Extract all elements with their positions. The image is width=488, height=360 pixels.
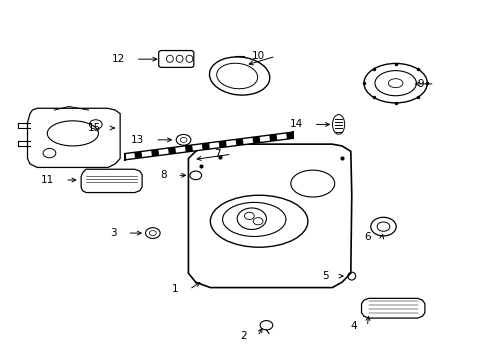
Text: 6: 6 — [364, 232, 370, 242]
Text: 5: 5 — [321, 271, 328, 281]
Text: 12: 12 — [112, 54, 125, 64]
Text: 7: 7 — [214, 149, 221, 159]
Text: 11: 11 — [41, 175, 54, 185]
Text: 8: 8 — [160, 170, 166, 180]
Text: 3: 3 — [110, 228, 117, 238]
Text: 15: 15 — [87, 123, 101, 133]
Text: 1: 1 — [172, 284, 178, 294]
Text: 9: 9 — [416, 79, 423, 89]
Text: 2: 2 — [240, 331, 246, 341]
Text: 10: 10 — [251, 51, 264, 61]
Text: 14: 14 — [289, 120, 303, 129]
Text: 13: 13 — [131, 135, 144, 145]
Text: 4: 4 — [349, 321, 356, 331]
